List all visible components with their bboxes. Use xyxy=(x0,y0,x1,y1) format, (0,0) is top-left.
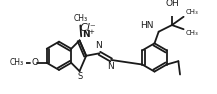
Text: CH₃: CH₃ xyxy=(10,58,24,67)
Text: Cl⁻: Cl⁻ xyxy=(80,23,96,33)
Text: N: N xyxy=(82,30,90,39)
Text: OH: OH xyxy=(165,0,179,8)
Text: CH₃: CH₃ xyxy=(185,30,198,36)
Text: CH₃: CH₃ xyxy=(73,14,87,23)
Text: N: N xyxy=(107,62,114,71)
Text: +: + xyxy=(88,29,94,35)
Text: CH₃: CH₃ xyxy=(185,9,198,15)
Text: N: N xyxy=(95,41,102,50)
Text: O: O xyxy=(32,58,39,67)
Text: S: S xyxy=(78,72,83,81)
Text: HN: HN xyxy=(140,21,154,30)
